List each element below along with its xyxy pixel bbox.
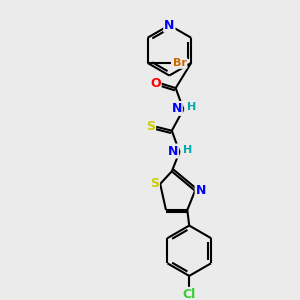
Text: Br: Br <box>172 58 186 68</box>
Text: Cl: Cl <box>183 288 196 300</box>
Text: N: N <box>164 19 175 32</box>
Text: O: O <box>150 77 161 90</box>
Text: S: S <box>150 177 159 190</box>
Text: N: N <box>172 102 182 115</box>
Text: H: H <box>183 145 192 155</box>
Text: N: N <box>168 145 178 158</box>
Text: S: S <box>146 120 155 133</box>
Text: H: H <box>187 103 196 112</box>
Text: N: N <box>196 184 206 197</box>
